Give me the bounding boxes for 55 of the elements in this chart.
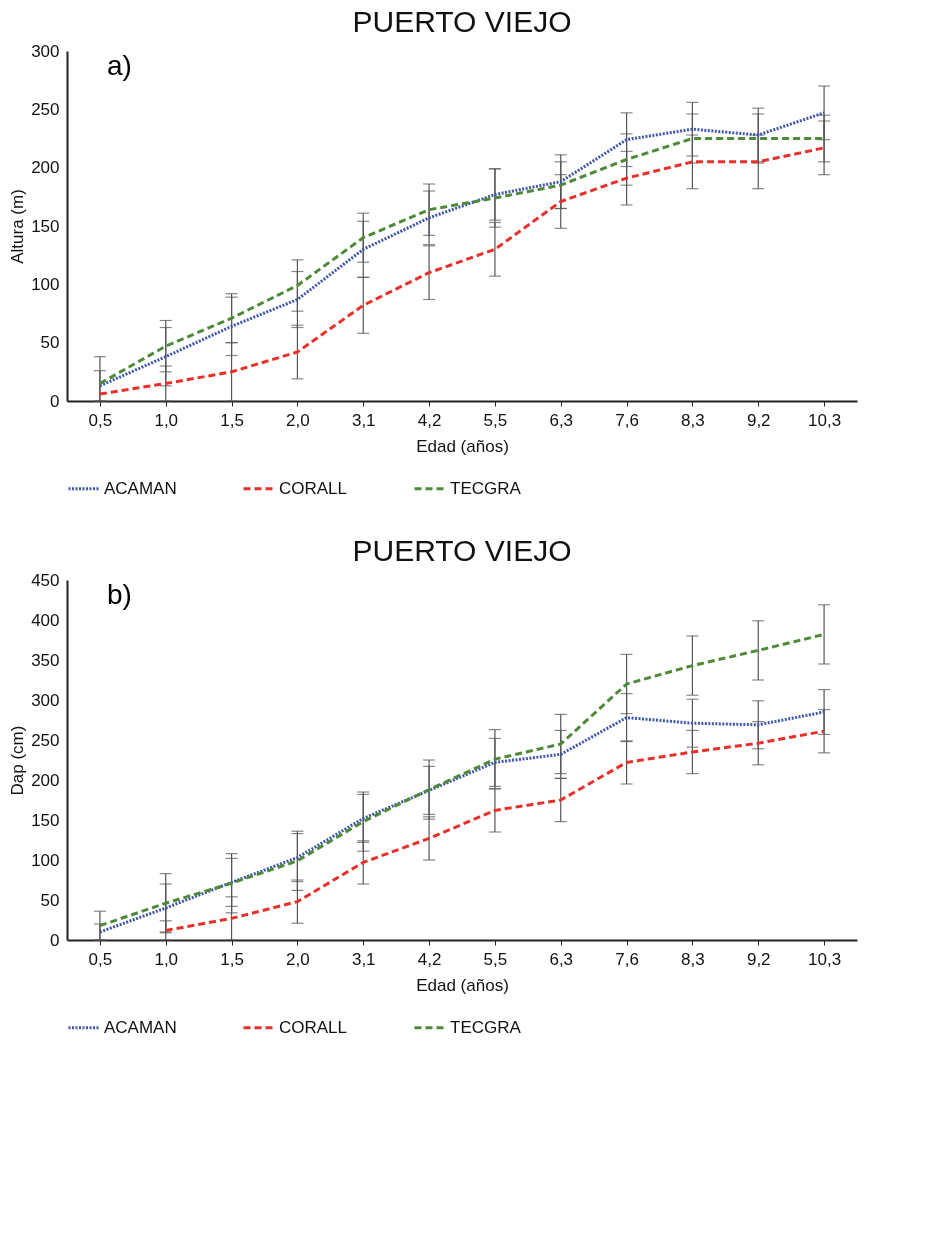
x-tick-label: 6,3	[549, 949, 574, 969]
x-tick-label: 0,5	[88, 410, 113, 430]
y-tick-label: 50	[40, 333, 60, 353]
x-tick-label: 10,3	[808, 410, 842, 430]
y-tick-label: 200	[31, 158, 60, 178]
x-tick-label: 5,5	[483, 410, 508, 430]
y-tick-label: 0	[50, 391, 60, 411]
y-tick-label: 0	[50, 930, 60, 950]
legend-label: CORALL	[279, 478, 348, 498]
x-tick-label: 10,3	[808, 949, 842, 969]
x-tick-label: 1,0	[154, 949, 179, 969]
x-tick-label: 8,3	[681, 949, 705, 969]
x-tick-label: 4,2	[417, 410, 442, 430]
x-tick-label: 7,6	[615, 949, 639, 969]
y-tick-label: 350	[31, 650, 60, 670]
chart-title: PUERTO VIEJO	[352, 5, 572, 38]
x-tick-label: 1,5	[220, 410, 244, 430]
legend-label: ACAMAN	[104, 478, 177, 498]
x-tick-label: 2,0	[286, 949, 310, 969]
annotation: b)	[107, 579, 132, 610]
y-tick-label: 250	[31, 99, 60, 119]
legend-label: CORALL	[279, 1017, 348, 1037]
y-tick-label: 200	[31, 770, 60, 790]
y-tick-label: 150	[31, 810, 60, 830]
y-tick-label: 100	[31, 850, 60, 870]
y-axis-title: Altura (m)	[8, 189, 28, 264]
annotation: a)	[107, 50, 132, 81]
y-tick-label: 250	[31, 730, 60, 750]
legend-label: TECGRA	[450, 478, 522, 498]
x-tick-label: 4,2	[417, 949, 442, 969]
x-tick-label: 0,5	[88, 949, 113, 969]
x-tick-label: 3,1	[351, 949, 376, 969]
x-axis-title: Edad (años)	[416, 975, 509, 995]
x-tick-label: 1,0	[154, 410, 179, 430]
x-tick-label: 5,5	[483, 949, 508, 969]
x-tick-label: 9,2	[746, 949, 771, 969]
y-tick-label: 50	[40, 890, 60, 910]
y-tick-label: 150	[31, 216, 60, 236]
legend-label: TECGRA	[450, 1017, 522, 1037]
x-tick-label: 2,0	[286, 410, 310, 430]
y-tick-label: 300	[31, 690, 60, 710]
y-tick-label: 100	[31, 274, 60, 294]
y-tick-label: 450	[31, 570, 60, 590]
chart-title: PUERTO VIEJO	[352, 534, 572, 567]
x-tick-label: 1,5	[220, 949, 244, 969]
y-axis-title: Dap (cm)	[8, 725, 28, 796]
y-tick-label: 300	[31, 41, 60, 61]
x-axis-title: Edad (años)	[416, 436, 509, 456]
legend-label: ACAMAN	[104, 1017, 177, 1037]
x-tick-label: 9,2	[746, 410, 771, 430]
x-tick-label: 7,6	[615, 410, 639, 430]
x-tick-label: 8,3	[681, 410, 705, 430]
x-tick-label: 3,1	[351, 410, 376, 430]
y-tick-label: 400	[31, 610, 60, 630]
x-tick-label: 6,3	[549, 410, 574, 430]
